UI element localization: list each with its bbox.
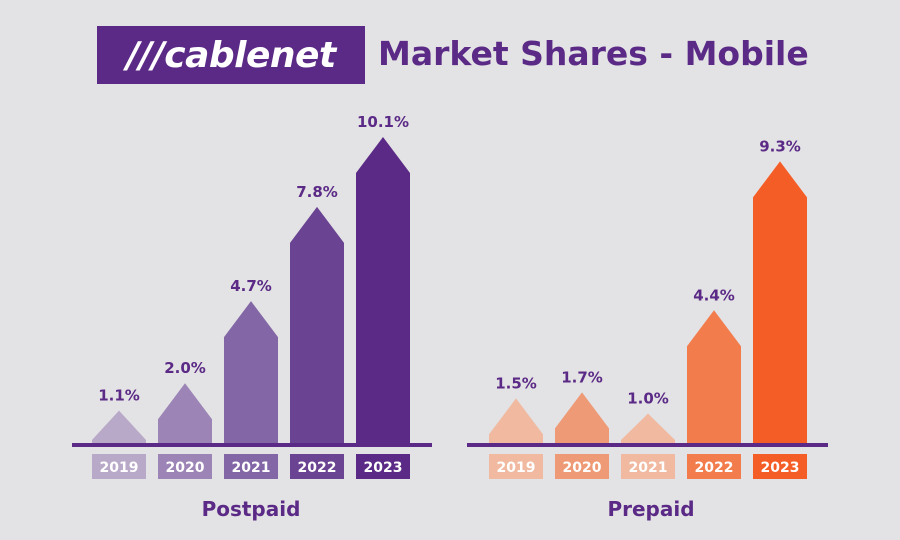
cablenet-logo: ///cablenet (97, 26, 365, 84)
year-label-prepaid-2020: 2020 (563, 460, 602, 476)
value-label-postpaid-2023: 10.1% (357, 113, 409, 131)
value-label-prepaid-2020: 1.7% (561, 368, 603, 386)
year-box-prepaid-2023 (753, 454, 807, 479)
year-label-prepaid-2023: 2023 (761, 460, 800, 476)
year-label-prepaid-2021: 2021 (629, 460, 668, 476)
year-box-postpaid-2019 (92, 454, 146, 479)
bar-postpaid-2022 (290, 206, 344, 444)
value-label-prepaid-2023: 9.3% (759, 137, 801, 155)
year-box-postpaid-2021 (224, 454, 278, 479)
bar-prepaid-2019 (489, 398, 543, 444)
year-label-postpaid-2021: 2021 (232, 460, 271, 476)
panel-title-prepaid: Prepaid (607, 497, 694, 521)
year-label-postpaid-2020: 2020 (166, 460, 205, 476)
value-label-postpaid-2022: 7.8% (296, 183, 338, 201)
value-label-prepaid-2021: 1.0% (627, 390, 669, 408)
year-label-postpaid-2022: 2022 (298, 460, 337, 476)
year-label-prepaid-2022: 2022 (695, 460, 734, 476)
value-label-postpaid-2021: 4.7% (230, 277, 272, 295)
year-box-postpaid-2023 (356, 454, 410, 479)
value-label-postpaid-2019: 1.1% (98, 387, 140, 405)
value-label-prepaid-2022: 4.4% (693, 286, 735, 304)
bar-postpaid-2020 (158, 383, 212, 444)
year-label-postpaid-2023: 2023 (364, 460, 403, 476)
bar-prepaid-2020 (555, 392, 609, 444)
panel-title-postpaid: Postpaid (202, 497, 301, 521)
bar-prepaid-2023 (753, 161, 807, 444)
bar-prepaid-2021 (621, 413, 675, 444)
logo-text: ///cablenet (126, 34, 336, 76)
year-box-postpaid-2022 (290, 454, 344, 479)
value-label-postpaid-2020: 2.0% (164, 359, 206, 377)
year-box-prepaid-2020 (555, 454, 609, 479)
year-label-postpaid-2019: 2019 (100, 460, 139, 476)
value-label-prepaid-2019: 1.5% (495, 374, 537, 392)
year-box-prepaid-2021 (621, 454, 675, 479)
bar-postpaid-2019 (92, 410, 146, 444)
bar-postpaid-2023 (356, 137, 410, 444)
year-label-prepaid-2019: 2019 (497, 460, 536, 476)
bar-postpaid-2021 (224, 301, 278, 444)
year-box-prepaid-2019 (489, 454, 543, 479)
year-box-postpaid-2020 (158, 454, 212, 479)
bar-prepaid-2022 (687, 310, 741, 444)
page-title: Market Shares - Mobile (378, 34, 809, 73)
year-box-prepaid-2022 (687, 454, 741, 479)
